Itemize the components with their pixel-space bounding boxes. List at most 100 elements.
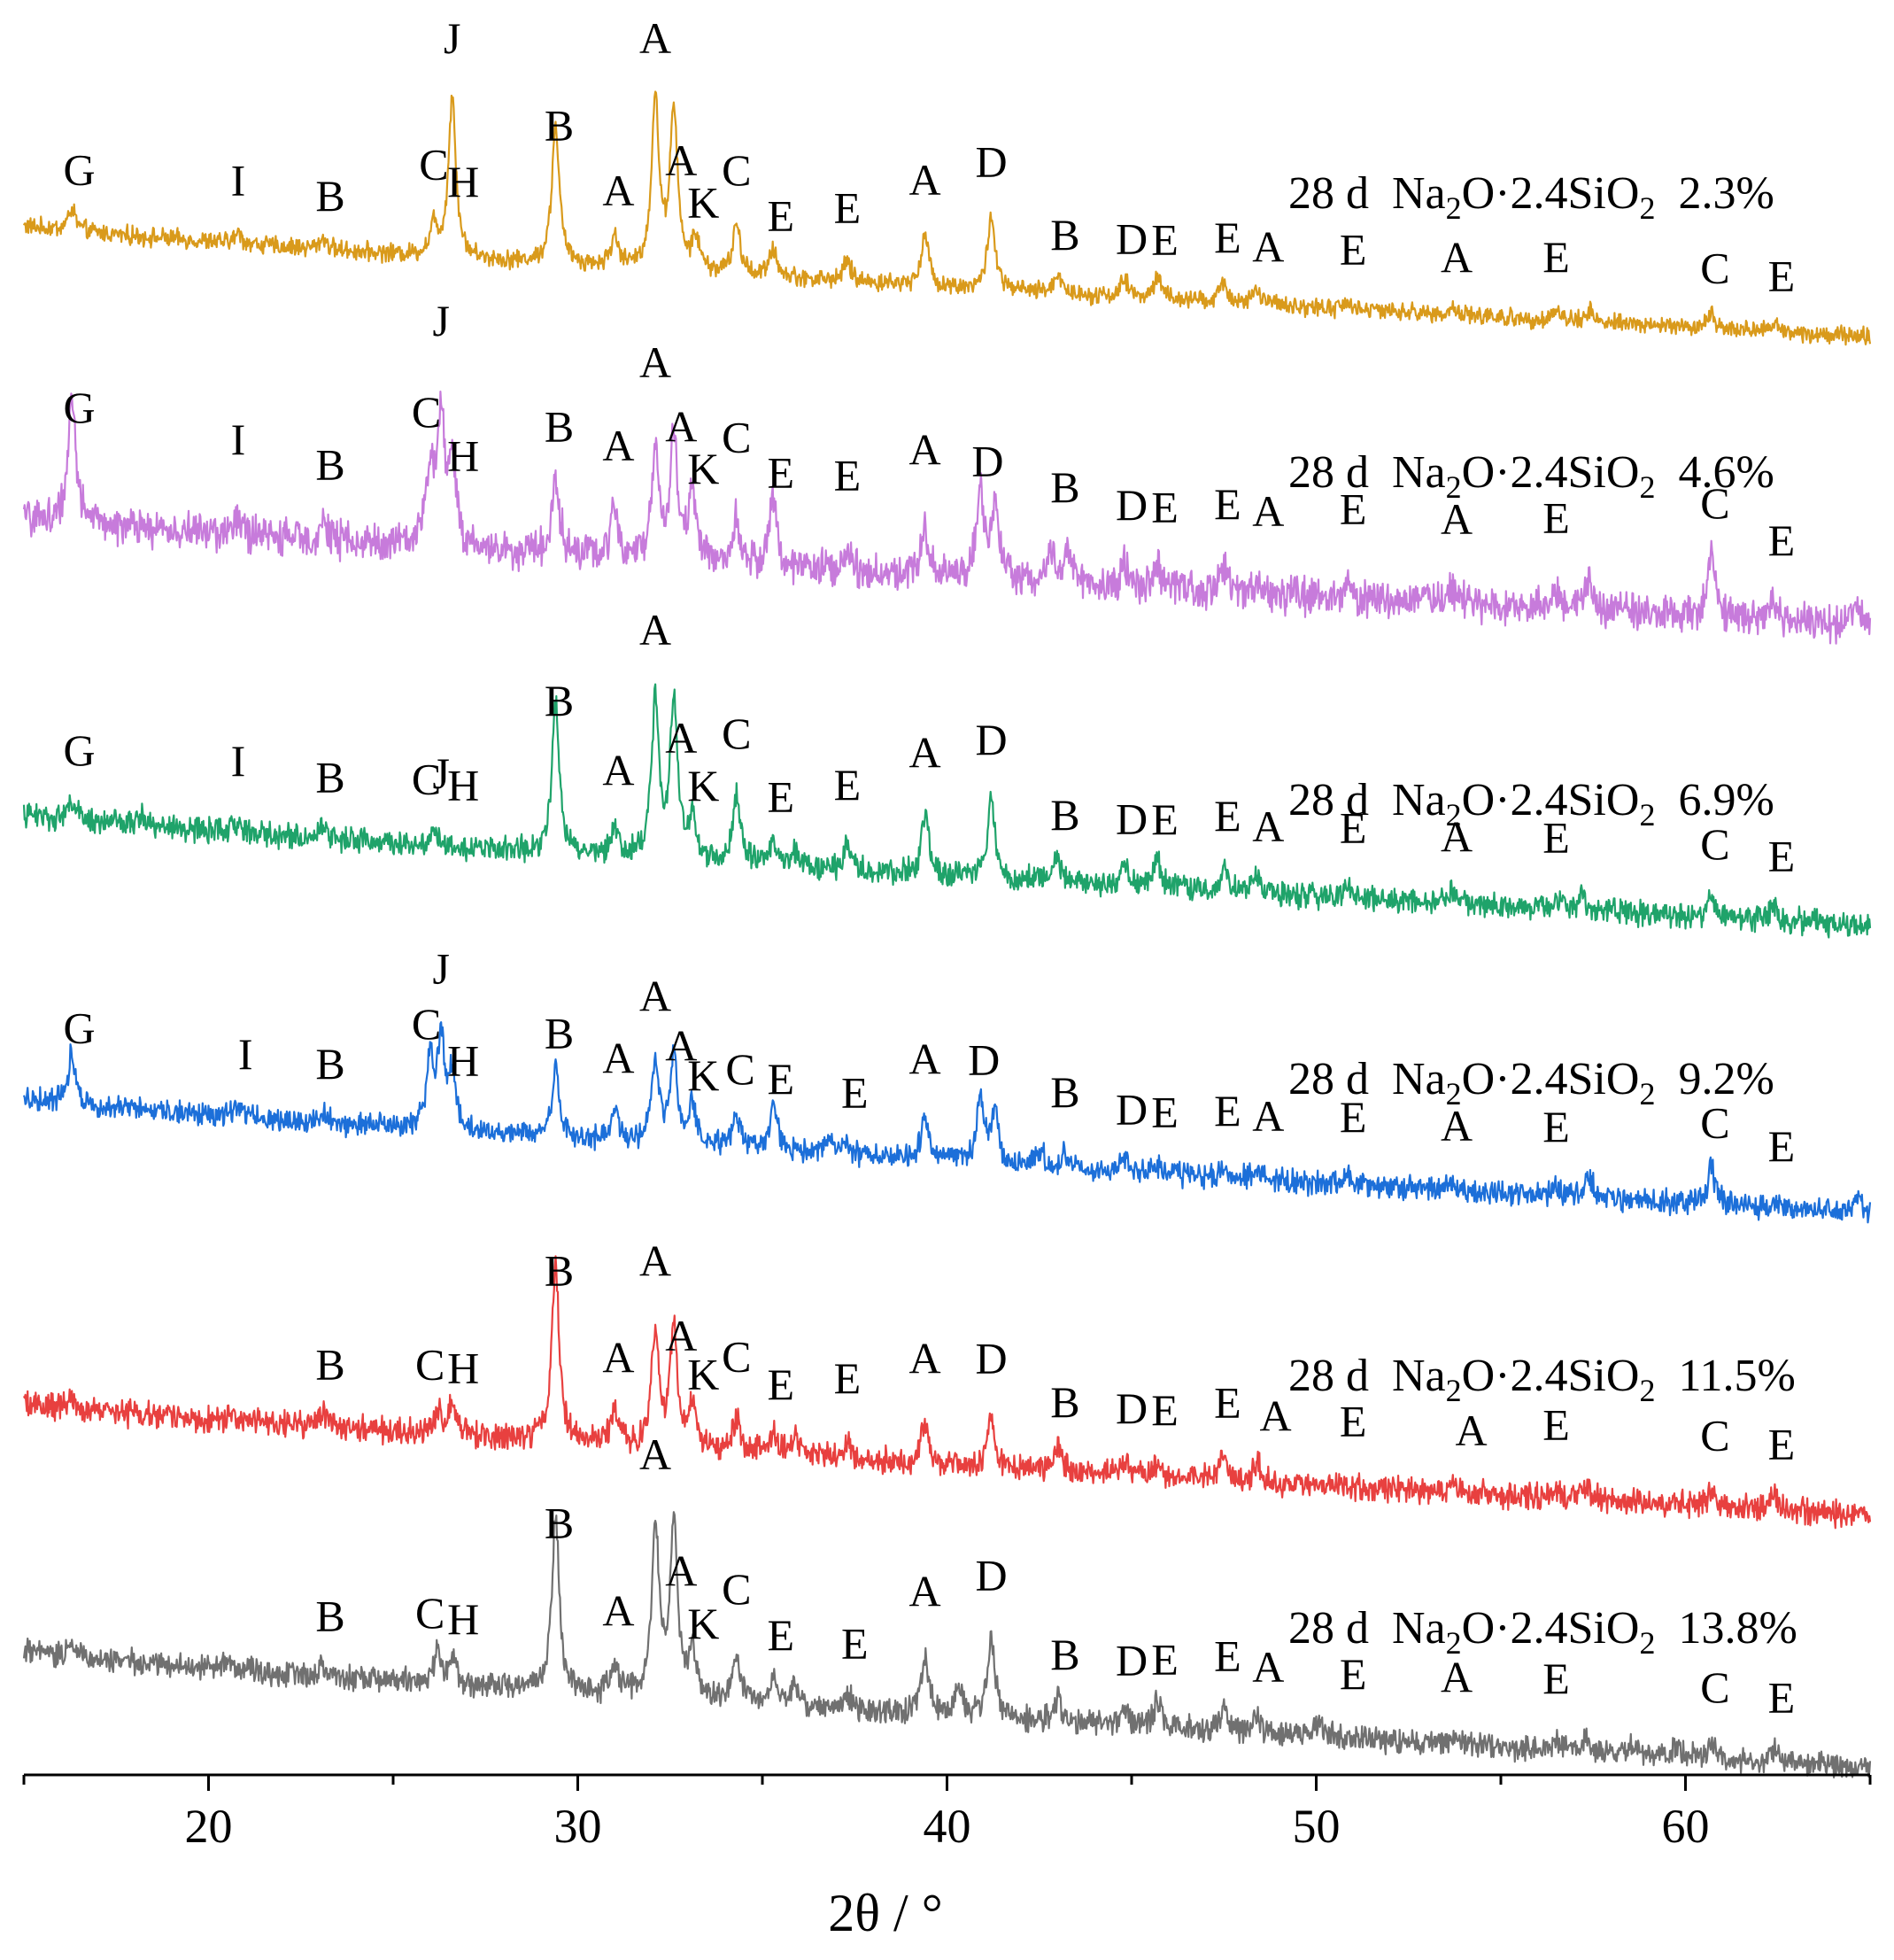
peak-label: D: [1116, 794, 1148, 844]
peak-label: C: [722, 1331, 751, 1381]
peak-label: K: [687, 444, 719, 493]
peak-label: E: [1151, 1385, 1179, 1435]
peak-label: A: [1252, 1642, 1284, 1692]
peak-label: I: [238, 1029, 253, 1079]
peak-label: K: [687, 1599, 719, 1648]
peak-label: A: [602, 421, 634, 470]
peak-label: E: [768, 1610, 795, 1660]
peak-label: D: [975, 1550, 1007, 1600]
peak-label: J: [432, 748, 449, 798]
peak-label: C: [412, 999, 441, 1049]
peak-label: H: [447, 1035, 479, 1085]
peak-label: E: [834, 1353, 862, 1403]
peak-label: C: [722, 145, 751, 195]
peak-label: C: [722, 413, 751, 462]
peak-label: E: [1542, 232, 1570, 282]
peak-label: E: [1214, 1631, 1241, 1681]
peak-label: B: [1050, 462, 1079, 512]
peak-label: A: [1252, 486, 1284, 536]
peak-label: B: [1050, 1067, 1079, 1117]
peak-label: E: [841, 1619, 869, 1669]
peak-label: B: [545, 402, 574, 452]
peak-label: D: [975, 715, 1007, 764]
peak-label: A: [665, 1546, 697, 1595]
peak-label: I: [231, 414, 246, 464]
peak-label: C: [722, 709, 751, 758]
peak-label: C: [1700, 1411, 1729, 1460]
peak-label: B: [545, 1246, 574, 1296]
peak-label: E: [1214, 479, 1241, 529]
peak-label: J: [432, 296, 449, 345]
peak-label: K: [687, 1050, 719, 1100]
peak-label: A: [602, 1585, 634, 1635]
peak-label: C: [1700, 1098, 1729, 1148]
peak-label: E: [1151, 1088, 1179, 1137]
x-axis-title: 2θ / °: [828, 1884, 942, 1942]
x-tick-label: 40: [924, 1800, 971, 1853]
series-traces: [22, 90, 1872, 1778]
peak-label: B: [315, 1592, 344, 1641]
peak-label: G: [63, 383, 95, 432]
series-line: [22, 1511, 1872, 1778]
peak-label: J: [444, 13, 460, 63]
peak-label: E: [834, 451, 862, 500]
peak-label: E: [1542, 1654, 1570, 1703]
peak-label: B: [315, 753, 344, 802]
peak-label: G: [63, 1003, 95, 1052]
series-line: [22, 90, 1872, 346]
peak-label: D: [971, 436, 1003, 485]
peak-label: E: [1542, 1102, 1570, 1151]
peak-label: C: [722, 1564, 751, 1614]
series-label: 28 d Na2O·2.4SiO2 9.2%: [1288, 1054, 1774, 1112]
peak-label: E: [841, 1068, 869, 1118]
peak-label: C: [415, 1588, 445, 1638]
peak-label: A: [639, 13, 671, 63]
series-labels: 28 d Na2O·2.4SiO2 2.3% 28 d Na2O·2.4SiO2 …: [1288, 168, 1797, 1661]
peak-label: E: [1214, 1086, 1241, 1135]
peak-label: A: [1441, 494, 1473, 544]
peak-label: A: [665, 1020, 697, 1070]
peak-label: A: [639, 1429, 671, 1479]
peak-label: A: [665, 402, 697, 452]
peak-label: C: [415, 1339, 445, 1389]
peak-label: A: [1260, 1391, 1292, 1440]
peak-label: A: [639, 337, 671, 387]
peak-label: A: [908, 424, 940, 474]
peak-label: B: [1050, 790, 1079, 840]
peak-label: A: [908, 1333, 940, 1383]
peak-label: E: [1340, 1092, 1367, 1142]
peak-label: A: [1441, 812, 1473, 862]
peak-label: E: [1340, 224, 1367, 274]
peak-label: B: [315, 1039, 344, 1088]
peak-label: A: [1252, 222, 1284, 272]
peak-label: C: [1700, 243, 1729, 292]
peak-label: E: [834, 760, 862, 810]
peak-label: A: [639, 1236, 671, 1285]
peak-label: A: [908, 155, 940, 205]
series-line: [22, 391, 1872, 645]
peak-label: D: [1116, 480, 1148, 530]
series-label: 28 d Na2O·2.4SiO2 6.9%: [1288, 775, 1774, 833]
peak-label: K: [687, 761, 719, 810]
peak-label: B: [315, 1340, 344, 1390]
peak-label: G: [63, 725, 95, 775]
peak-label: E: [1768, 1672, 1796, 1722]
series-label: 28 d Na2O·2.4SiO2 2.3%: [1288, 168, 1774, 226]
x-tick-label: 30: [554, 1800, 602, 1853]
peak-label: E: [1151, 794, 1179, 844]
peak-label: H: [447, 761, 479, 810]
series-line: [22, 1255, 1872, 1530]
peak-label: E: [1340, 484, 1367, 534]
peak-label: A: [602, 166, 634, 215]
peak-label: E: [1768, 252, 1796, 301]
peak-label: A: [1252, 1091, 1284, 1141]
peak-label: I: [231, 155, 246, 205]
peak-label: E: [768, 191, 795, 241]
peak-label: A: [908, 1567, 940, 1616]
peak-label: E: [834, 183, 862, 233]
peak-label: E: [768, 1360, 795, 1409]
peak-label: E: [768, 771, 795, 821]
peak-label: C: [419, 140, 448, 190]
